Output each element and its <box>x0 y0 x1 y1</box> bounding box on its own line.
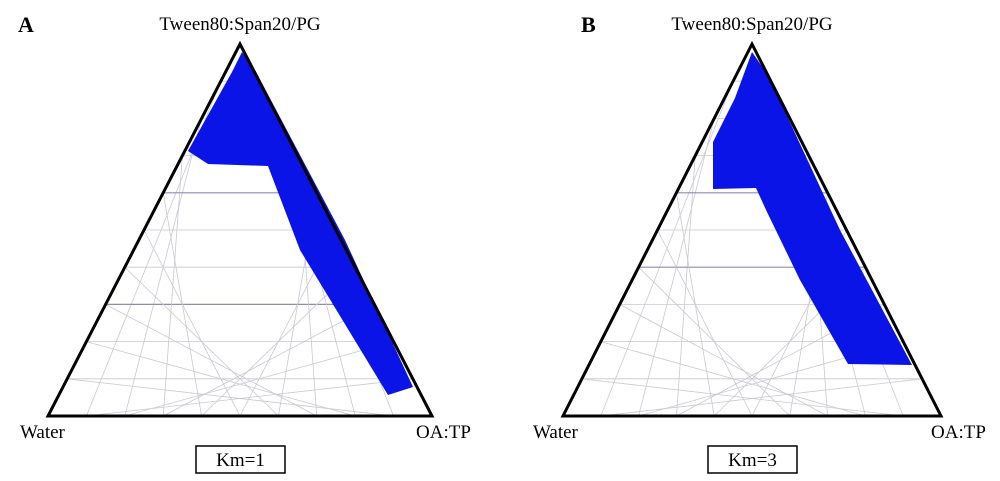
grid-line <box>105 304 317 417</box>
panel-a-top-vertex-label: Tween80:Span20/PG <box>159 14 320 35</box>
grid-line <box>619 304 828 417</box>
panel-b-km-box: Km=3 <box>707 445 798 474</box>
grid-line <box>143 229 241 417</box>
panel-b-microemulsion-region <box>713 52 912 365</box>
panel-b-km-label: Km=3 <box>728 450 777 471</box>
panel-a-left-vertex-label: Water <box>20 422 66 443</box>
panel-b-top-vertex-label: Tween80:Span20/PG <box>671 14 832 35</box>
panel-b-left-vertex-label: Water <box>533 422 579 443</box>
panel-b-letter: B <box>581 12 596 37</box>
panel-a-km-label: Km=1 <box>216 450 265 471</box>
grid-line <box>581 378 904 417</box>
panel-a: A Tween80:Span20/PG Water OA:TP Km=1 <box>18 12 471 474</box>
grid-line <box>67 378 394 417</box>
grid-line <box>86 341 356 417</box>
grid-line <box>638 266 791 417</box>
panel-b-triangle-outline <box>560 40 944 418</box>
panel-a-microemulsion-region <box>188 52 413 395</box>
panel-a-km-box: Km=1 <box>195 445 286 474</box>
grid-line <box>124 266 279 417</box>
grid-line <box>657 229 753 417</box>
panel-a-triangle-outline <box>45 40 435 418</box>
panel-a-right-vertex-label: OA:TP <box>416 422 471 443</box>
panel-b-right-vertex-label: OA:TP <box>931 422 986 443</box>
grid-line <box>600 341 866 417</box>
panel-b: B Tween80:Span20/PG Water OA:TP Km=3 <box>533 12 986 474</box>
panel-a-letter: A <box>18 12 34 37</box>
